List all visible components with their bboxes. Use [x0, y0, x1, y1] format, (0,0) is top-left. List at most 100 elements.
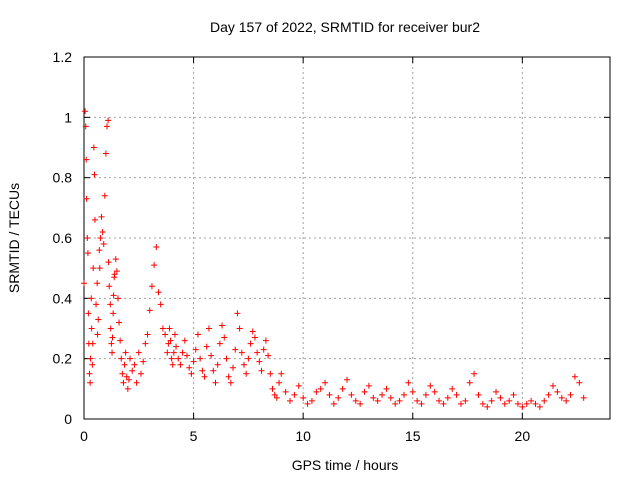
data-point	[322, 379, 329, 386]
data-point	[254, 349, 261, 356]
data-point	[89, 340, 96, 347]
data-point	[95, 316, 102, 323]
y-tick-label: 1	[64, 109, 72, 125]
data-point	[205, 325, 212, 332]
data-point	[179, 349, 186, 356]
data-point	[563, 397, 570, 404]
data-point	[545, 391, 552, 398]
data-point	[105, 259, 112, 266]
data-point	[436, 397, 443, 404]
data-point	[190, 358, 197, 365]
data-point	[236, 325, 243, 332]
x-tick-label: 0	[80, 428, 88, 444]
data-point	[108, 340, 115, 347]
data-point	[170, 349, 177, 356]
data-point	[133, 379, 140, 386]
data-point	[271, 391, 278, 398]
data-point	[197, 355, 204, 362]
y-tick-label: 0	[64, 411, 72, 427]
data-point	[116, 319, 123, 326]
data-point	[374, 397, 381, 404]
data-point	[251, 334, 258, 341]
data-point	[175, 355, 182, 362]
data-point	[227, 379, 234, 386]
data-point	[212, 379, 219, 386]
data-point	[282, 388, 289, 395]
data-point	[449, 385, 456, 392]
data-point	[98, 213, 105, 220]
data-point	[131, 361, 138, 368]
data-point	[94, 331, 101, 338]
y-tick-label: 1.2	[53, 49, 73, 65]
data-point	[164, 349, 171, 356]
data-point	[567, 391, 574, 398]
data-point	[91, 216, 98, 223]
data-point	[265, 352, 272, 359]
data-point	[258, 367, 265, 374]
data-point	[87, 379, 94, 386]
data-point	[111, 271, 118, 278]
data-point	[400, 391, 407, 398]
data-point	[88, 325, 95, 332]
data-point	[104, 123, 111, 130]
data-point	[112, 256, 119, 263]
data-point	[418, 400, 425, 407]
data-point	[313, 388, 320, 395]
data-point	[110, 292, 117, 299]
data-point	[84, 235, 91, 241]
data-point	[188, 370, 195, 377]
data-point	[91, 171, 98, 178]
data-point	[278, 370, 285, 377]
data-point	[440, 400, 447, 407]
data-point	[238, 349, 245, 356]
data-point	[357, 400, 364, 407]
data-point	[153, 244, 160, 251]
data-point	[392, 400, 399, 407]
data-point	[269, 385, 276, 392]
data-point	[96, 265, 103, 272]
data-point	[90, 265, 97, 272]
data-point	[501, 400, 508, 407]
data-point	[479, 400, 486, 407]
data-point	[102, 150, 109, 157]
data-point	[405, 379, 412, 386]
x-tick-label: 20	[515, 428, 531, 444]
data-point	[97, 235, 104, 241]
data-point	[99, 228, 106, 235]
data-point	[247, 340, 254, 347]
data-point	[493, 388, 500, 395]
data-point	[295, 382, 302, 389]
data-point	[223, 355, 230, 362]
data-point	[506, 397, 513, 404]
data-point	[109, 349, 116, 356]
data-point	[453, 391, 460, 398]
data-point	[114, 295, 121, 302]
data-point	[84, 250, 91, 257]
data-point	[210, 367, 217, 374]
data-point	[317, 385, 324, 392]
data-point	[339, 385, 346, 392]
data-point	[300, 394, 307, 401]
data-point	[370, 394, 377, 401]
data-point	[96, 247, 103, 254]
data-point	[113, 268, 120, 275]
data-point	[304, 400, 311, 407]
data-point	[194, 331, 201, 338]
data-point	[171, 331, 178, 338]
data-point	[83, 195, 90, 202]
y-tick-label: 0.8	[53, 170, 73, 186]
data-point	[93, 301, 100, 308]
data-point	[532, 400, 539, 407]
data-point	[137, 370, 144, 377]
data-point	[85, 310, 92, 317]
data-points	[81, 108, 587, 410]
data-point	[216, 340, 223, 347]
data-point	[383, 385, 390, 392]
data-point	[488, 397, 495, 404]
data-point	[409, 388, 416, 395]
data-point	[214, 361, 221, 368]
ticks-layer: 0 0.2 0.4 0.6 0.8 1 1.2 0 5 10 15 20	[53, 49, 610, 444]
data-point	[267, 370, 274, 377]
data-point	[109, 334, 116, 341]
